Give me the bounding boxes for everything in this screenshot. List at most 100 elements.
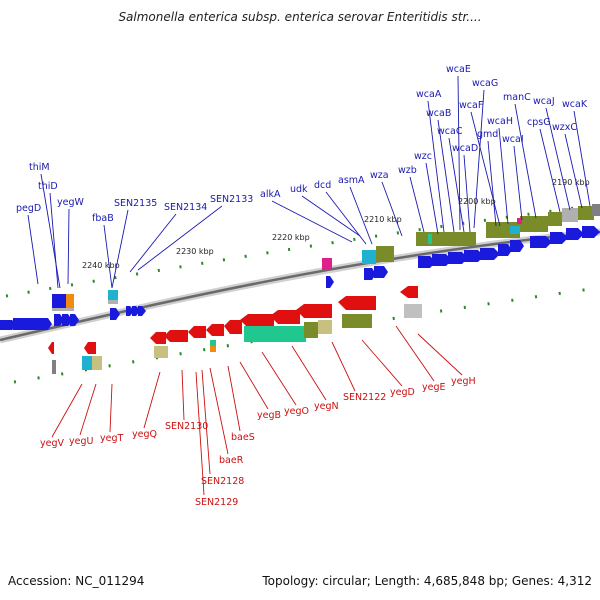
- gene-box[interactable]: [52, 360, 56, 374]
- gene-arrow[interactable]: [364, 268, 376, 280]
- gene-arrow[interactable]: [464, 250, 484, 262]
- gene-box[interactable]: [592, 204, 600, 216]
- gene-label[interactable]: yegT: [100, 433, 123, 444]
- gene-box[interactable]: [362, 250, 376, 264]
- gene-arrow[interactable]: [138, 306, 146, 316]
- gene-label[interactable]: yegW: [57, 197, 84, 208]
- gene-label[interactable]: asmA: [338, 175, 365, 186]
- gene-arrow[interactable]: [84, 342, 96, 354]
- gene-label[interactable]: wcaI: [502, 134, 524, 145]
- gene-box[interactable]: [428, 234, 432, 244]
- gene-arrow[interactable]: [62, 314, 72, 326]
- gene-label[interactable]: SEN2134: [164, 202, 207, 213]
- gene-box[interactable]: [82, 356, 92, 370]
- gene-label[interactable]: udk: [290, 184, 308, 195]
- gene-arrow[interactable]: [498, 244, 512, 256]
- gene-label[interactable]: thiM: [29, 162, 50, 173]
- gene-label[interactable]: wza: [370, 170, 389, 181]
- gene-box[interactable]: [108, 290, 118, 300]
- gene-arrow[interactable]: [70, 314, 79, 326]
- gene-label[interactable]: SEN2130: [165, 421, 208, 432]
- gene-label[interactable]: baeR: [219, 455, 244, 466]
- gene-label[interactable]: fbaB: [92, 213, 114, 224]
- gene-box[interactable]: [517, 218, 522, 224]
- gene-box[interactable]: [66, 294, 74, 308]
- gene-arrow[interactable]: [338, 296, 376, 310]
- gene-label[interactable]: yegD: [390, 387, 415, 398]
- gene-arrow[interactable]: [54, 314, 64, 326]
- gene-label[interactable]: yegQ: [132, 429, 157, 440]
- gene-box[interactable]: [210, 340, 216, 346]
- gene-arrow[interactable]: [326, 276, 334, 288]
- gene-label[interactable]: alkA: [260, 189, 281, 200]
- gene-arrow[interactable]: [418, 256, 436, 268]
- gene-arrow[interactable]: [296, 304, 332, 318]
- gene-arrow[interactable]: [240, 314, 274, 328]
- gene-box[interactable]: [154, 346, 168, 358]
- gene-label[interactable]: wcaJ: [533, 96, 555, 107]
- gene-arrow[interactable]: [110, 308, 120, 320]
- gene-arrow[interactable]: [582, 226, 600, 238]
- gene-box[interactable]: [404, 304, 422, 318]
- gene-label[interactable]: SEN2128: [201, 476, 244, 487]
- gene-arrow[interactable]: [224, 320, 242, 334]
- gene-label[interactable]: wcaE: [446, 64, 471, 75]
- gene-label[interactable]: wcaD: [452, 143, 478, 154]
- gene-label[interactable]: yegE: [422, 382, 446, 393]
- gene-label[interactable]: yegV: [40, 438, 64, 449]
- gene-box[interactable]: [318, 320, 332, 334]
- gene-arrow[interactable]: [432, 254, 452, 266]
- gene-box[interactable]: [304, 322, 318, 338]
- gene-box[interactable]: [510, 226, 520, 234]
- gene-arrow[interactable]: [188, 326, 206, 338]
- gene-box[interactable]: [376, 246, 394, 262]
- gene-label[interactable]: SEN2133: [210, 194, 253, 205]
- gene-box[interactable]: [416, 232, 476, 246]
- gene-label[interactable]: yegU: [69, 436, 93, 447]
- gene-box[interactable]: [548, 212, 562, 226]
- gene-box[interactable]: [244, 326, 306, 342]
- gene-label[interactable]: wzxC: [552, 122, 577, 133]
- gene-box[interactable]: [210, 346, 216, 352]
- gene-arrow[interactable]: [550, 232, 568, 244]
- gene-arrow[interactable]: [400, 286, 418, 298]
- gene-box[interactable]: [52, 294, 66, 308]
- gene-label[interactable]: wzc: [414, 151, 432, 162]
- gene-arrow[interactable]: [150, 332, 166, 344]
- gene-label[interactable]: wcaC: [437, 126, 463, 137]
- gene-arrow[interactable]: [206, 324, 224, 336]
- gene-label[interactable]: cpsG: [527, 117, 551, 128]
- gene-label[interactable]: gmd: [477, 129, 498, 140]
- gene-label[interactable]: yegO: [284, 406, 309, 417]
- gene-box[interactable]: [92, 356, 102, 370]
- gene-label[interactable]: dcd: [314, 180, 331, 191]
- gene-box[interactable]: [322, 258, 332, 270]
- gene-box[interactable]: [562, 208, 578, 222]
- gene-label[interactable]: thiD: [38, 181, 58, 192]
- gene-arrow[interactable]: [270, 310, 300, 324]
- gene-arrow[interactable]: [510, 240, 524, 252]
- gene-label[interactable]: baeS: [231, 432, 255, 443]
- gene-label[interactable]: wcaF: [459, 100, 483, 111]
- gene-label[interactable]: yegB: [257, 410, 281, 421]
- gene-arrow[interactable]: [530, 236, 552, 248]
- gene-label[interactable]: yegH: [451, 376, 476, 387]
- gene-label[interactable]: wcaB: [426, 108, 451, 119]
- gene-label[interactable]: pegD: [16, 203, 41, 214]
- gene-label[interactable]: wcaA: [416, 89, 442, 100]
- gene-label[interactable]: SEN2135: [114, 198, 157, 209]
- gene-arrow[interactable]: [38, 318, 52, 330]
- gene-box[interactable]: [520, 216, 548, 232]
- gene-arrow[interactable]: [566, 228, 584, 240]
- gene-arrow[interactable]: [374, 266, 388, 278]
- gene-arrow[interactable]: [13, 318, 46, 330]
- gene-label[interactable]: manC: [503, 92, 531, 103]
- gene-label[interactable]: wzb: [398, 165, 417, 176]
- gene-label[interactable]: SEN2129: [195, 497, 238, 508]
- gene-label[interactable]: SEN2122: [343, 392, 386, 403]
- gene-arrow[interactable]: [48, 342, 54, 354]
- gene-arrow[interactable]: [448, 252, 468, 264]
- gene-label[interactable]: wcaK: [562, 99, 588, 110]
- gene-arrow[interactable]: [480, 248, 500, 260]
- gene-label[interactable]: yegN: [314, 401, 339, 412]
